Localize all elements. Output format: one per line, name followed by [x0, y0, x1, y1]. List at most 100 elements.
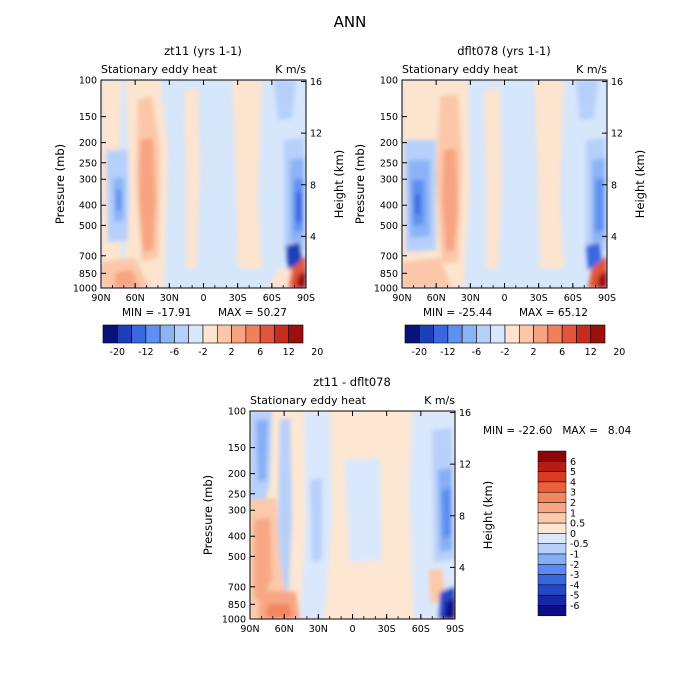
colorbar-box	[533, 324, 549, 344]
y-tick-label: 400	[228, 532, 246, 543]
cool-sh-column-center	[296, 192, 302, 222]
colorbar-label: -20	[110, 347, 126, 358]
y-tick-label: 200	[380, 138, 398, 149]
colorbar: -20 -12 -6 -2 2 6 12 20	[102, 324, 323, 358]
colorbar-box	[102, 324, 118, 344]
panel-subtitle: Stationary eddy heat	[402, 63, 519, 76]
figure-title: ANN	[334, 13, 367, 31]
height-tick-label: 12	[459, 460, 471, 471]
colorbar-label: -12	[440, 347, 456, 358]
y-tick-label: 250	[79, 158, 97, 169]
y-axis-ticks: 100 150 200 250 300 400 500 700 850 1000	[374, 76, 407, 295]
x-tick-label: 30N	[160, 293, 179, 304]
colorbar-label: -4	[570, 580, 579, 591]
x-tick-label: 60N	[126, 293, 145, 304]
y-tick-label: 400	[380, 201, 398, 212]
y-tick-label: 700	[380, 251, 398, 262]
y-axis-ticks: 100 150 200 250 300 400 500 700 850 1000	[73, 76, 106, 295]
height-tick-label: 8	[611, 180, 617, 191]
colorbar-box	[490, 324, 506, 344]
y-axis-label: Pressure (mb)	[353, 144, 367, 224]
colorbar-box	[274, 324, 290, 344]
warm-tropics-band	[484, 88, 502, 270]
minmax-label: MIN = -22.60 MAX = 8.04	[483, 425, 632, 437]
colorbar-box	[518, 324, 534, 344]
colorbar-box	[131, 324, 147, 344]
colorbar-label: 5	[570, 467, 576, 478]
x-tick-label: 30S	[530, 293, 548, 304]
max-label: MAX = 50.27	[218, 307, 287, 319]
colorbar-label: 1	[570, 508, 576, 519]
warm-sh-midlat	[388, 411, 412, 619]
x-axis-ticks: 90N 60N 30N 0 30S 60S 90S	[240, 411, 464, 635]
colorbar-box	[537, 502, 567, 514]
colorbar-box	[504, 324, 520, 344]
colorbar-label: 2	[531, 347, 537, 358]
y-tick-label: 500	[228, 552, 246, 563]
colorbar-box	[537, 605, 567, 617]
hot-surface-sp-core	[296, 270, 306, 288]
y-tick-label: 300	[79, 175, 97, 186]
warm-surface-nh	[402, 258, 452, 288]
x-tick-label: 0	[501, 293, 507, 304]
colorbar-box	[537, 574, 567, 586]
x-tick-label: 60S	[263, 293, 281, 304]
panel-subtitle: Stationary eddy heat	[250, 394, 367, 407]
colorbar-label: 6	[559, 347, 565, 358]
height-tick-label: 4	[459, 563, 465, 574]
colorbar-box	[537, 584, 567, 596]
height-axis-ticks: 16 12 8 4	[301, 77, 322, 243]
cool-nh-column-center	[116, 190, 121, 210]
y-tick-label: 850	[380, 269, 398, 280]
panel-title: dflt078 (yrs 1-1)	[457, 44, 551, 58]
y-tick-label: 700	[79, 251, 97, 262]
colorbar-box	[116, 324, 132, 344]
y-tick-label: 300	[380, 175, 398, 186]
warm-sh-band	[534, 80, 564, 270]
height-tick-label: 16	[310, 77, 322, 88]
colorbar-label: 12	[585, 347, 597, 358]
cold-surface-sp	[586, 242, 602, 270]
x-tick-label: 30S	[378, 624, 396, 635]
colorbar-box	[159, 324, 175, 344]
height-tick-label: 16	[459, 408, 471, 419]
panel-dflt078: dflt078 (yrs 1-1) Stationary eddy heat K…	[353, 44, 647, 358]
y-tick-label: 250	[228, 489, 246, 500]
warm-sh-band	[232, 80, 262, 270]
colorbar-label: -0.5	[570, 539, 589, 550]
height-tick-label: 8	[310, 180, 316, 191]
colorbar-label: -1	[570, 550, 579, 561]
height-tick-label: 16	[611, 77, 623, 88]
height-axis-label: Height (km)	[633, 150, 647, 219]
y-tick-label: 850	[228, 600, 246, 611]
y-tick-label: 500	[79, 221, 97, 232]
colorbar-box	[537, 564, 567, 575]
x-tick-label: 90N	[240, 624, 259, 635]
y-axis-ticks: 100 150 200 250 300 400 500 700 850 1000	[222, 407, 255, 626]
colorbar-box	[537, 594, 567, 606]
x-tick-label: 30S	[229, 293, 247, 304]
colorbar-label: 6	[257, 347, 263, 358]
colorbar-box	[174, 324, 190, 344]
panel-subtitle: Stationary eddy heat	[101, 63, 218, 76]
colorbar-label: -12	[138, 347, 154, 358]
cool-nh-upper-core	[256, 420, 268, 482]
y-tick-label: 200	[228, 469, 246, 480]
hot-surface-sp-core	[597, 270, 607, 288]
colorbar-box	[476, 324, 492, 344]
y-tick-label: 500	[380, 221, 398, 232]
colorbar-label: -20	[412, 347, 428, 358]
contour-field	[250, 411, 455, 619]
x-axis-ticks: 90N 60N 30N 0 30S 60S 90S	[91, 80, 315, 304]
panel-title: zt11 - dflt078	[313, 375, 391, 389]
x-tick-label: 0	[349, 624, 355, 635]
colorbar-box	[537, 553, 567, 565]
x-tick-label: 60S	[412, 624, 430, 635]
warm-nh-lower-core	[254, 518, 272, 600]
colorbar-box	[537, 543, 567, 555]
cool-tropics-core	[310, 478, 322, 562]
x-tick-label: 90S	[297, 293, 315, 304]
x-tick-label: 30N	[461, 293, 480, 304]
cold-surface-sp-core	[444, 598, 455, 619]
colorbar-box	[259, 324, 275, 344]
